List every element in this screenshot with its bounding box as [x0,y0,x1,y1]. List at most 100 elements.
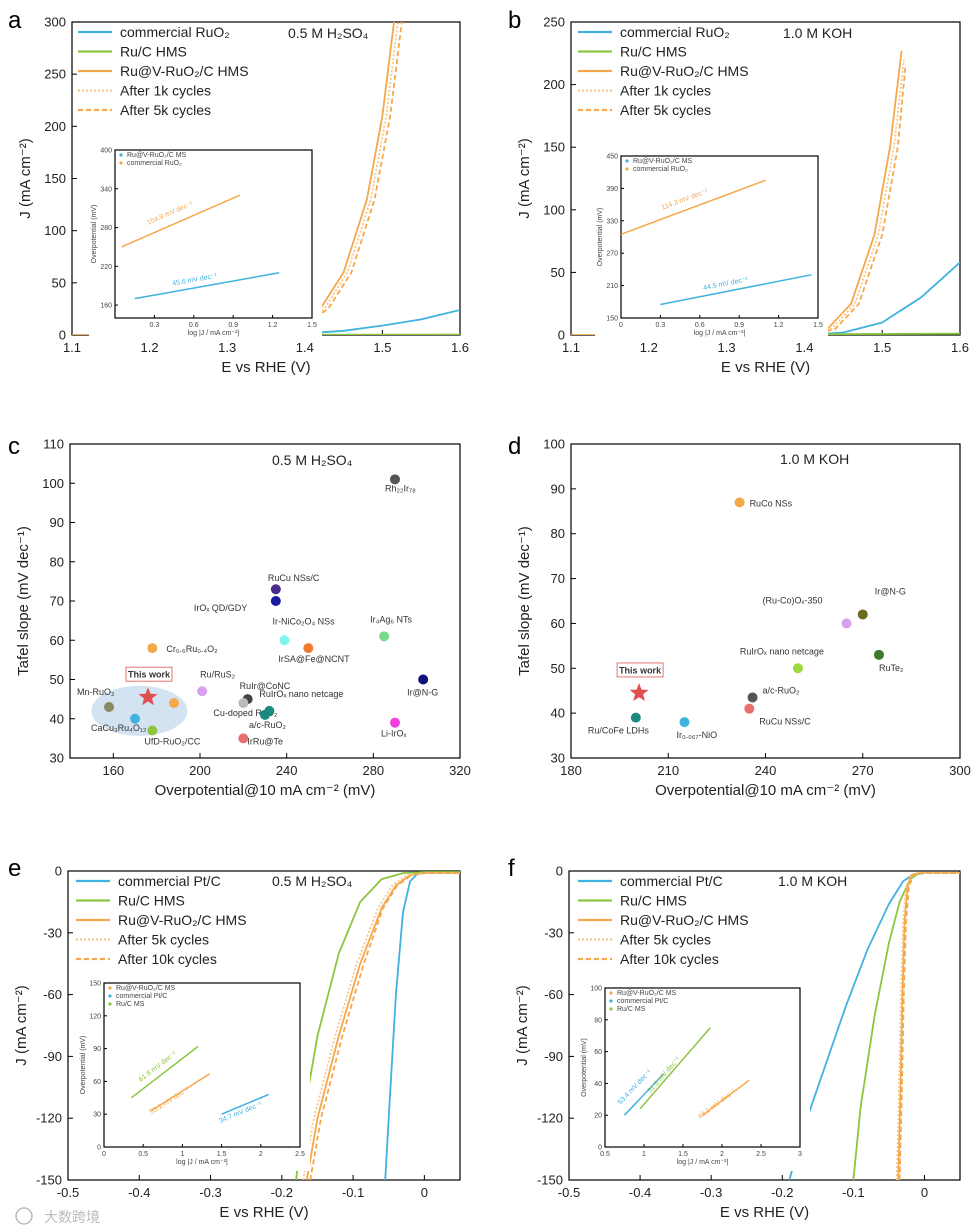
x-tick-label: 160 [102,763,124,778]
x-tick-label: 0 [921,1185,928,1200]
y-tick-label: 150 [606,316,618,323]
series-line-3 [72,22,399,335]
x-tick-label: 1.5 [813,322,823,329]
y-tick-label: -120 [36,1111,62,1126]
y-tick-label: 60 [93,1079,101,1086]
inset-x-axis-label: log |J / mA cm⁻²| [677,1159,729,1166]
plot-frame [67,870,461,1181]
x-tick-label: 1.5 [373,340,391,355]
panel-letter: a [8,7,22,34]
inset-series-1 [639,1027,711,1110]
data-point [270,596,281,606]
point-label: RuIrOₓ nano netcage [740,646,824,656]
x-tick-label: 1.2 [640,340,658,355]
series-line-0 [384,872,460,1180]
panel-letter: d [508,433,521,460]
data-point [238,698,249,709]
point-label: IrOₓ QD/GDY [194,603,247,613]
legend-label: After 5k cycles [120,102,211,118]
point-label: Ru/RuS₂ [200,669,236,679]
x-tick-label: -0.2 [271,1185,293,1200]
y-tick-label: 40 [551,706,565,721]
inset-legend-marker [108,994,112,998]
y-tick-label: 50 [551,661,565,676]
legend-label: commercial RuO₂ [120,24,230,40]
inset-legend-label: Ru/C MS [116,1001,145,1008]
inset-legend-label: commercial Pt/C [617,998,668,1005]
inset-legend-marker [119,161,123,165]
y-tick-label: 30 [551,751,565,766]
legend-label: Ru@V-RuO₂/C HMS [620,63,749,79]
data-point [279,635,290,646]
panel-a: 1.1 1.2 1.3 1.4 1.5 1.6 0 50 100 150 200 250 300 comm… [8,7,469,376]
data-point [147,643,158,654]
legend-label: After 1k cycles [120,83,211,99]
condition-label: 1.0 M KOH [780,451,849,467]
inset-y-axis-label: Overpotential (mV) [91,205,98,264]
y-tick-label: 70 [50,594,64,609]
y-tick-label: 100 [543,437,565,452]
x-tick-label: 1.5 [307,322,317,329]
data-point [379,631,390,642]
inset-series-1 [134,272,280,300]
y-tick-label: 30 [50,751,64,766]
data-point [104,701,114,712]
inset-legend-label: commercial RuO₂ [127,160,182,167]
point-label: Ir₀.₀₆₇-NiO [676,730,717,740]
y-tick-label: 250 [543,15,565,30]
y-tick-label: 300 [44,15,66,30]
x-tick-label: 1 [642,1151,646,1158]
x-tick-label: -0.3 [199,1185,221,1200]
y-tick-label: 220 [100,264,112,271]
x-axis-label: E vs RHE (V) [219,1204,308,1221]
data-point [238,733,249,744]
x-tick-label: 1.6 [451,340,469,355]
y-axis-label: J (mA cm⁻²) [514,985,531,1065]
series-line-4 [72,22,403,335]
y-tick-label: 100 [590,986,602,993]
x-tick-label: 1.2 [774,322,784,329]
x-axis-label: E vs RHE (V) [721,359,810,376]
series-line-0 [788,872,960,1180]
y-axis-label: Tafel slope (mV dec⁻¹) [516,526,533,676]
series-line-2 [897,872,960,1180]
point-label: Rh₂₂Ir₇₈ [385,483,416,493]
y-tick-label: 100 [543,202,565,217]
legend-label: commercial Pt/C [118,873,221,889]
series-line-4 [898,872,960,1180]
panel-c: 160 200 240 280 320 30 40 50 60 70 80 90 100 110 Rh₂₂I… [8,433,471,799]
inset-background [579,978,810,1171]
inset-legend-label: commercial Pt/C [116,993,167,1000]
y-tick-label: 110 [43,437,64,452]
legend-label: Ru/C HMS [620,44,687,60]
data-point [147,725,158,736]
y-tick-label: 270 [606,251,618,258]
y-tick-label: 250 [44,67,66,82]
x-tick-label: 0.9 [228,322,238,329]
data-point [841,618,852,629]
inset-series-1 [150,1073,211,1112]
y-tick-label: 390 [606,186,618,193]
x-tick-label: 2.5 [295,1151,305,1158]
series-line-2 [305,872,460,1180]
inset-series-0 [130,1045,199,1099]
data-point [130,713,140,724]
y-tick-label: 150 [543,140,565,155]
series-line-2 [571,50,903,335]
inset-series-0 [121,194,241,248]
inset-legend-label: Ru@V-RuO₂/C MS [116,985,176,992]
series-group [788,872,960,1180]
x-axis-label: Overpotential@10 mA cm⁻² (mV) [655,782,876,799]
condition-label: 0.5 M H₂SO₄ [272,873,353,889]
panel-letter: b [508,7,521,34]
y-tick-label: 450 [606,154,618,161]
y-tick-label: 20 [594,1113,602,1120]
y-tick-label: -150 [36,1173,62,1188]
legend-label: commercial RuO₂ [620,24,730,40]
x-tick-label: 270 [852,763,874,778]
data-point [260,709,270,720]
point-label: CaCu₃Ru₄O₁₂ [91,723,147,733]
data-point [873,649,884,660]
inset-series-0 [623,1073,665,1116]
x-tick-label: 0 [421,1185,428,1200]
